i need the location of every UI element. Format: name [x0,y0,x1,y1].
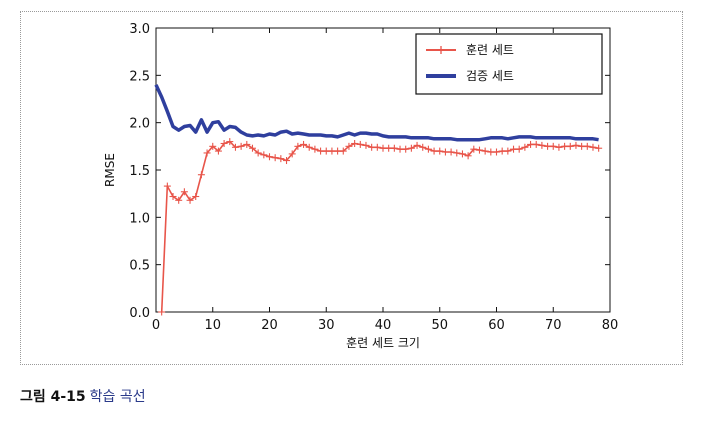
training-point-marker [214,147,222,155]
training-point-marker [294,142,302,150]
training-point-marker [362,141,370,149]
training-point-marker [373,143,381,151]
caption-number: 그림 4-15 [20,389,86,405]
y-tick-label: 1.5 [129,164,150,179]
training-point-marker [169,193,177,201]
series-layer [154,84,603,316]
training-point-marker [583,142,591,150]
caption-text: 학습 곡선 [89,389,146,405]
training-point-marker [283,157,291,165]
training-point-marker [532,140,540,148]
training-point-marker [356,140,364,148]
y-tick-label: 0.0 [129,306,150,321]
training-point-marker [271,154,279,162]
training-point-marker [266,153,273,161]
training-point-marker [572,141,580,149]
figure-caption: 그림 4-15 학습 곡선 [20,386,146,406]
x-tick-label: 40 [375,318,392,333]
y-axis-ticks: 0.0 0.5 1.0 1.5 2.0 2.5 3.0 [129,22,610,321]
training-point-marker [453,149,461,157]
y-tick-label: 2.0 [129,117,150,132]
training-point-marker [549,142,557,150]
training-point-marker [475,146,483,154]
y-axis-title: RMSE [103,153,117,187]
training-point-marker [220,139,228,147]
training-point-marker [175,196,183,204]
training-point-marker [566,142,574,150]
legend-valid-label: 검증 세트 [466,69,514,83]
training-point-marker [390,144,398,152]
legend: 훈련 세트 검증 세트 [415,33,603,95]
training-point-marker [555,143,563,151]
training-point-marker [277,155,285,163]
training-point-marker [254,149,262,157]
training-point-marker [180,188,188,196]
training-point-marker [595,144,603,152]
training-point-marker [248,144,256,152]
training-point-marker [345,142,353,150]
training-point-marker [209,142,217,150]
legend-frame [415,33,603,95]
training-point-marker [481,147,489,155]
y-tick-label: 1.0 [129,211,150,226]
y-tick-label: 2.5 [129,69,150,84]
training-point-marker [458,150,466,158]
training-point-marker [237,142,245,150]
training-point-marker [192,193,200,201]
training-point-marker [243,140,251,148]
validation-series-line [154,84,599,142]
x-tick-label: 30 [318,318,335,333]
x-tick-label: 10 [204,318,221,333]
x-tick-label: 80 [602,318,619,333]
training-point-marker [407,144,415,152]
x-tick-label: 0 [152,318,160,333]
x-tick-label: 50 [431,318,448,333]
training-point-marker [402,145,410,153]
learning-curve-chart: 0.00.51.01.52.02.53.0 0 10 20 30 40 50 60 70 80 … [103,22,618,350]
training-point-marker [419,143,427,151]
training-point-marker [504,147,512,155]
training-point-marker [515,145,523,153]
training-point-marker [339,147,347,155]
training-point-marker [538,141,546,149]
training-point-marker [305,143,313,151]
x-tick-label: 70 [545,318,562,333]
training-point-marker [447,148,455,156]
plot-area: 0.0 0.5 1.0 1.5 2.0 2.5 3.0 0 10 20 30 40 50 60 70 80 [129,22,618,333]
training-point-marker [589,143,597,151]
training-point-marker [464,152,472,160]
x-axis-ticks: 0 10 20 30 40 50 60 70 80 [152,28,618,333]
training-point-marker [311,145,319,153]
training-point-marker [260,151,268,159]
x-axis-title: 훈련 세트 크기 [346,336,420,350]
y-tick-label: 3.0 [129,22,150,37]
training-point-marker [203,149,211,157]
training-point-marker [231,143,239,151]
training-point-marker [424,145,432,153]
training-point-marker [186,196,194,204]
training-point-marker [163,182,171,190]
training-point-marker [521,143,529,151]
training-point-marker [197,171,205,179]
training-point-marker [226,138,234,146]
training-point-marker [351,139,359,147]
training-point-marker [288,150,296,158]
training-point-marker [413,141,421,149]
training-point-marker [493,148,500,156]
training-point-marker [300,140,308,148]
x-tick-label: 60 [488,318,505,333]
figure-frame [20,11,683,365]
training-point-marker [158,308,166,316]
legend-train-label: 훈련 세트 [466,43,514,57]
legend-train-marker [437,46,445,54]
x-tick-label: 20 [261,318,278,333]
training-point-marker [470,145,478,153]
y-tick-label: 0.5 [129,259,150,274]
training-point-marker [436,147,444,155]
